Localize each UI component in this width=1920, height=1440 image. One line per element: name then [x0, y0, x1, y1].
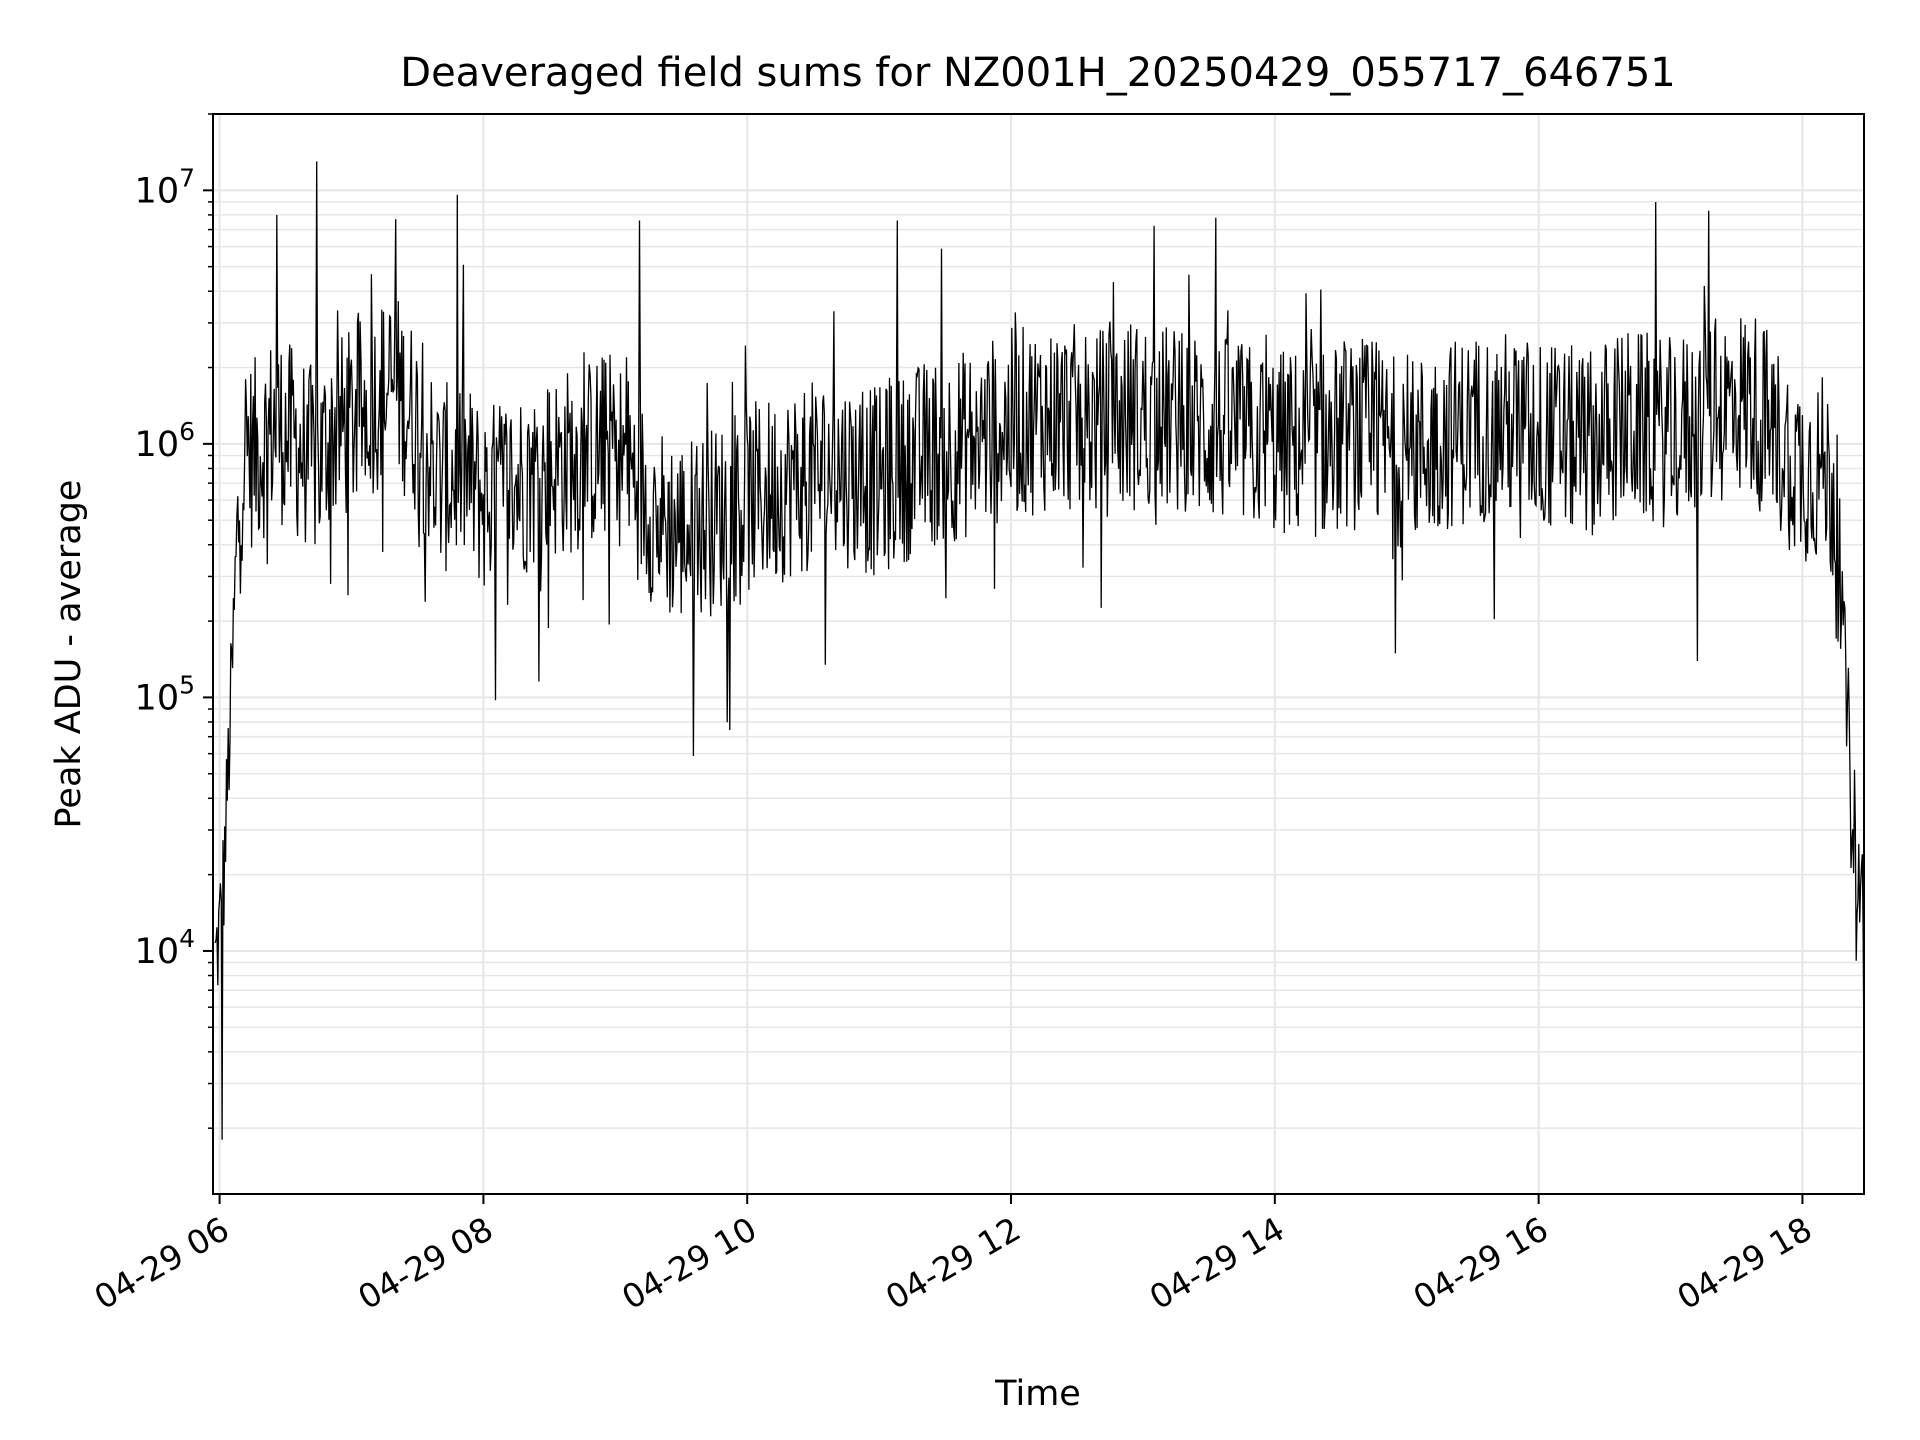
y-tick-label: 104: [135, 924, 195, 972]
y-tick-label: 105: [135, 670, 195, 718]
plot-frame: [212, 113, 1865, 1195]
y-tick-label: 107: [135, 163, 195, 211]
data-series: [214, 161, 1865, 1140]
series-line: [214, 161, 1865, 1140]
grid-lines: [213, 113, 1864, 1194]
y-axis-label: Peak ADU - average: [49, 480, 89, 829]
chart-title: Deaveraged field sums for NZ001H_2025042…: [400, 50, 1675, 96]
x-axis-label: Time: [994, 1374, 1081, 1414]
y-tick-label: 106: [135, 417, 195, 465]
